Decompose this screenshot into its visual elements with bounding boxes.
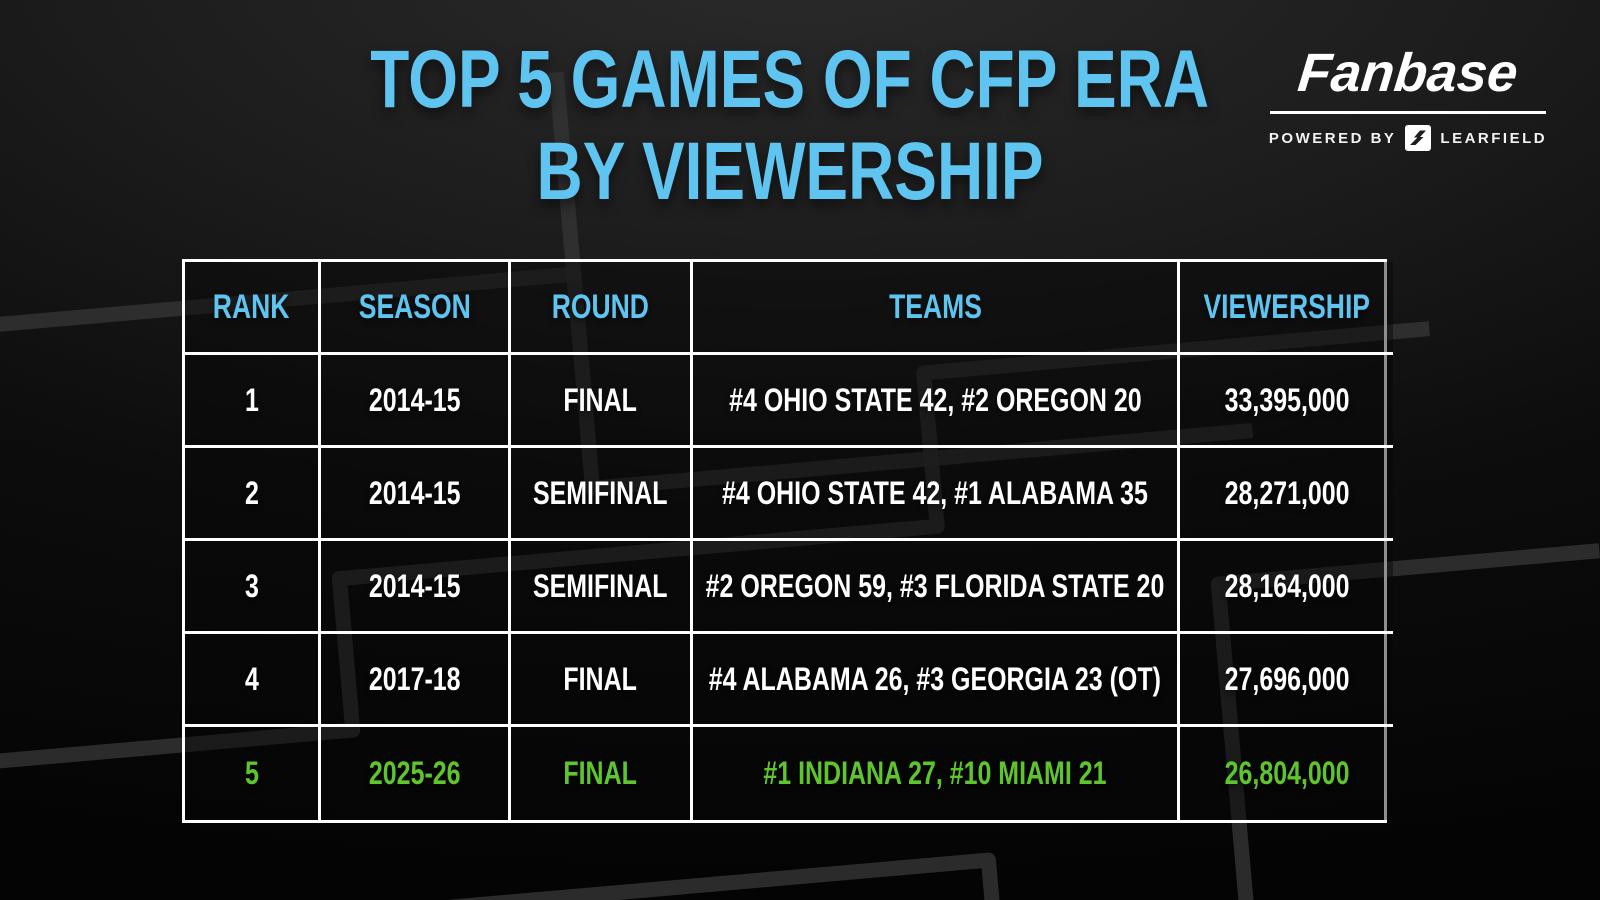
viewership-table: RANK SEASON ROUND TEAMS VIEWERSHIP 1 201… xyxy=(182,259,1394,823)
page-title-line1: TOP 5 GAMES OF CFP ERA xyxy=(370,34,1210,125)
cell-teams: #2 OREGON 59, #3 FLORIDA STATE 20 xyxy=(693,541,1180,634)
cell-rank: 5 xyxy=(185,727,321,820)
bracket-line xyxy=(548,71,582,283)
cell-season: 2014-15 xyxy=(321,355,511,448)
cell-round: FINAL xyxy=(511,727,693,820)
powered-by-row: POWERED BY LEARFIELD xyxy=(1268,125,1548,151)
cell-viewership: 28,271,000 xyxy=(1180,448,1394,541)
header-cell-rank: RANK xyxy=(185,262,321,355)
cell-viewership: 27,696,000 xyxy=(1180,634,1394,727)
header-cell-round: ROUND xyxy=(511,262,693,355)
powered-by-label: POWERED BY xyxy=(1268,129,1397,147)
header-cell-teams: TEAMS xyxy=(693,262,1180,355)
learfield-mark-icon xyxy=(1405,125,1432,151)
cell-round: FINAL xyxy=(511,634,693,727)
page-title: TOP 5 GAMES OF CFP ERA BY VIEWERSHIP xyxy=(250,34,1330,218)
wordmark-underline xyxy=(1270,111,1546,114)
cell-rank: 2 xyxy=(185,448,321,541)
cell-season: 2014-15 xyxy=(321,541,511,634)
cell-season: 2017-18 xyxy=(321,634,511,727)
cell-viewership: 33,395,000 xyxy=(1180,355,1394,448)
cell-teams: #1 INDIANA 27, #10 MIAMI 21 xyxy=(693,727,1180,820)
cell-teams: #4 OHIO STATE 42, #1 ALABAMA 35 xyxy=(693,448,1180,541)
partner-label: LEARFIELD xyxy=(1440,129,1548,147)
bracket-line xyxy=(0,321,1430,775)
cell-round: FINAL xyxy=(511,355,693,448)
fanbase-wordmark: Fanbase xyxy=(1295,43,1521,103)
header-cell-viewership: VIEWERSHIP xyxy=(1180,262,1394,355)
cell-season: 2014-15 xyxy=(321,448,511,541)
cell-rank: 4 xyxy=(185,634,321,727)
cell-viewership: 26,804,000 xyxy=(1180,727,1394,820)
cell-rank: 3 xyxy=(185,541,321,634)
bracket-line xyxy=(0,266,1254,496)
page-title-line2: BY VIEWERSHIP xyxy=(536,126,1044,217)
brand-block: Fanbase POWERED BY LEARFIELD xyxy=(1268,42,1548,151)
cell-teams: #4 ALABAMA 26, #3 GEORGIA 23 (OT) xyxy=(693,634,1180,727)
cell-rank: 1 xyxy=(185,355,321,448)
cell-round: SEMIFINAL xyxy=(511,541,693,634)
bracket-line xyxy=(1210,543,1600,900)
cell-round: SEMIFINAL xyxy=(511,448,693,541)
cell-season: 2025-26 xyxy=(321,727,511,820)
header-cell-season: SEASON xyxy=(321,262,511,355)
bracket-line xyxy=(0,852,1016,900)
cell-viewership: 28,164,000 xyxy=(1180,541,1394,634)
cell-teams: #4 OHIO STATE 42, #2 OREGON 20 xyxy=(693,355,1180,448)
